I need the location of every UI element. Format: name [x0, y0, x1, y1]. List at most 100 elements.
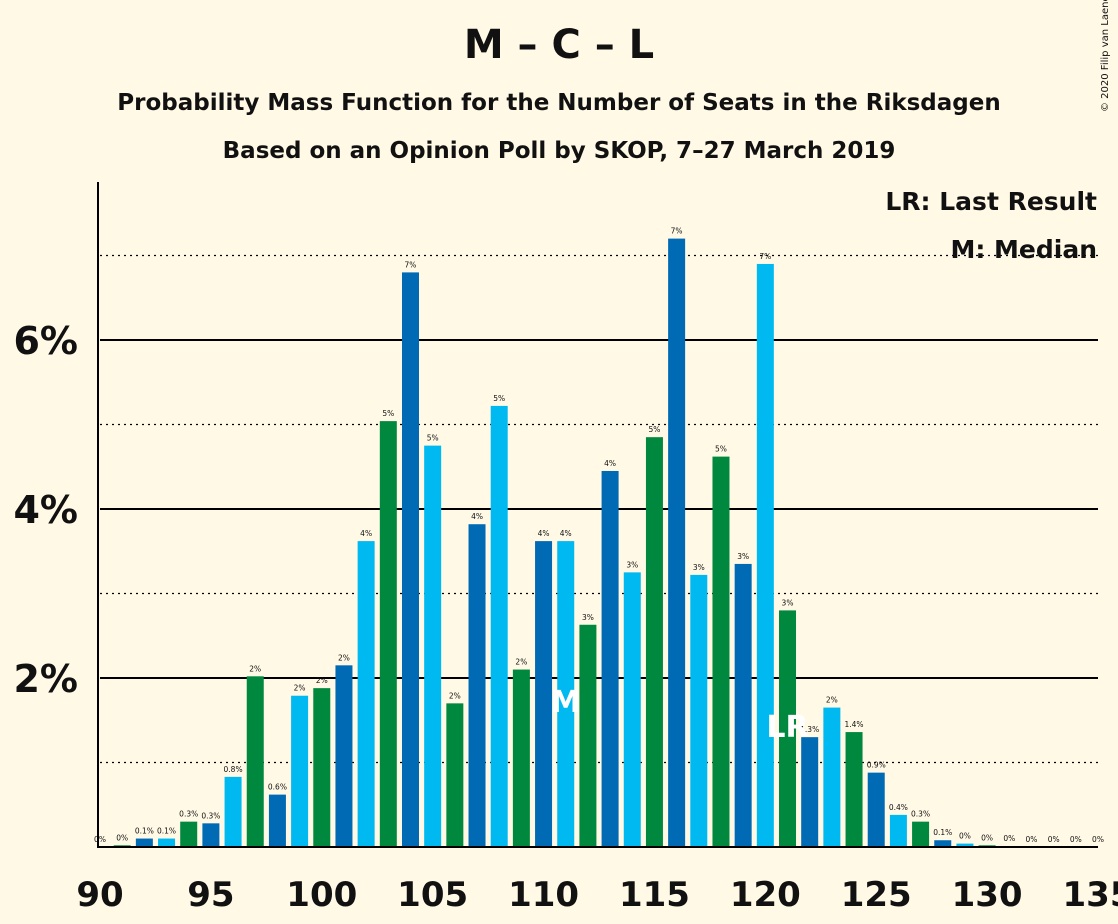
bar: [202, 823, 220, 847]
bar-value-label: 2%: [249, 664, 261, 673]
bar-value-label: 4%: [471, 512, 483, 521]
bar: [668, 238, 686, 848]
bar-value-label: 0%: [1092, 835, 1104, 844]
bar-value-label: 0.3%: [201, 811, 220, 820]
bar: [424, 445, 442, 847]
x-tick-label: 100: [286, 875, 357, 915]
bar-value-label: 1.3%: [800, 725, 819, 734]
bar-value-label: 4%: [604, 459, 616, 468]
bar: [490, 405, 508, 847]
x-tick-label: 110: [508, 875, 579, 915]
bar-value-label: 3%: [782, 598, 794, 607]
y-tick-label: 6%: [13, 319, 78, 363]
bar-value-label: 4%: [360, 529, 372, 538]
x-tick-label: 130: [952, 875, 1023, 915]
bar: [823, 707, 841, 847]
bar: [335, 665, 353, 847]
bar: [934, 840, 952, 847]
bar: [845, 732, 863, 847]
chart-subtitle-poll: Based on an Opinion Poll by SKOP, 7–27 M…: [222, 138, 896, 164]
y-tick-label: 4%: [13, 488, 78, 532]
bar-value-label: 0.1%: [135, 827, 154, 836]
bar: [912, 821, 930, 847]
x-tick-label: 90: [76, 875, 123, 915]
chart-subtitle: Probability Mass Function for the Number…: [117, 90, 1001, 116]
bar: [268, 794, 286, 847]
bar-value-label: 0%: [1070, 835, 1082, 844]
chart-title: M – C – L: [463, 22, 655, 68]
bar-value-label: 5%: [648, 425, 660, 434]
bar-value-label: 5%: [715, 445, 727, 454]
bar-value-label: 0.9%: [867, 761, 886, 770]
bar: [291, 695, 309, 847]
y-tick-label: 2%: [13, 657, 78, 701]
bar-value-label: 2%: [515, 658, 527, 667]
bar: [379, 421, 397, 847]
bar: [180, 821, 198, 847]
marker-label: LR: [766, 710, 808, 745]
bar-value-label: 7%: [759, 252, 771, 261]
bar: [756, 263, 774, 847]
bar: [357, 541, 375, 847]
bar: [135, 838, 153, 847]
bar-value-label: 4%: [560, 529, 572, 538]
bar: [645, 437, 663, 847]
bar: [623, 572, 641, 847]
bar-value-label: 0%: [94, 835, 106, 844]
bar: [712, 456, 730, 847]
bar-value-label: 3%: [582, 613, 594, 622]
bar-value-label: 0.3%: [911, 810, 930, 819]
x-tick-label: 135: [1063, 875, 1118, 915]
bar-value-label: 3%: [626, 560, 638, 569]
bar: [889, 814, 907, 847]
bar: [779, 610, 797, 847]
bar-value-label: 5%: [382, 409, 394, 418]
bar-value-label: 2%: [449, 691, 461, 700]
bar-value-label: 0%: [1003, 834, 1015, 843]
marker-label: M: [551, 685, 581, 720]
bar-value-label: 0%: [1048, 835, 1060, 844]
bar: [801, 737, 819, 847]
bar-value-label: 0%: [116, 833, 128, 842]
bar-value-label: 2%: [826, 696, 838, 705]
bar: [601, 470, 619, 847]
bar-value-label: 0.1%: [157, 827, 176, 836]
bar-value-label: 0%: [959, 832, 971, 841]
legend-median: M: Median: [950, 235, 1097, 264]
x-tick-label: 120: [730, 875, 801, 915]
x-tick-label: 95: [187, 875, 234, 915]
bar-value-label: 2%: [294, 684, 306, 693]
bar-value-label: 2%: [338, 653, 350, 662]
bar-value-label: 2%: [316, 676, 328, 685]
bar: [557, 541, 575, 847]
legend-last-result: LR: Last Result: [885, 187, 1097, 216]
bar-value-label: 0.4%: [889, 803, 908, 812]
bar-value-label: 1.4%: [845, 720, 864, 729]
bar: [867, 772, 885, 847]
x-tick-label: 105: [397, 875, 468, 915]
bar-value-label: 3%: [737, 552, 749, 561]
bar-value-label: 0.3%: [179, 810, 198, 819]
bar-value-label: 0.1%: [933, 828, 952, 837]
bar: [313, 688, 331, 847]
bar: [468, 524, 486, 847]
x-tick-label: 115: [619, 875, 690, 915]
bar: [246, 676, 264, 847]
bar-value-label: 7%: [405, 260, 417, 269]
bar-value-label: 5%: [427, 434, 439, 443]
bar: [535, 541, 553, 847]
bar: [224, 776, 242, 847]
bar: [734, 563, 752, 847]
bar: [579, 624, 597, 847]
bar: [512, 669, 530, 847]
bar-value-label: 0%: [981, 833, 993, 842]
bar-value-label: 0.8%: [224, 765, 243, 774]
bar-value-label: 4%: [538, 529, 550, 538]
x-tick-label: 125: [841, 875, 912, 915]
bar-value-label: 0.6%: [268, 783, 287, 792]
bar-value-label: 3%: [693, 563, 705, 572]
bar: [401, 272, 419, 847]
bar: [158, 838, 176, 847]
bar-value-label: 7%: [671, 227, 683, 236]
